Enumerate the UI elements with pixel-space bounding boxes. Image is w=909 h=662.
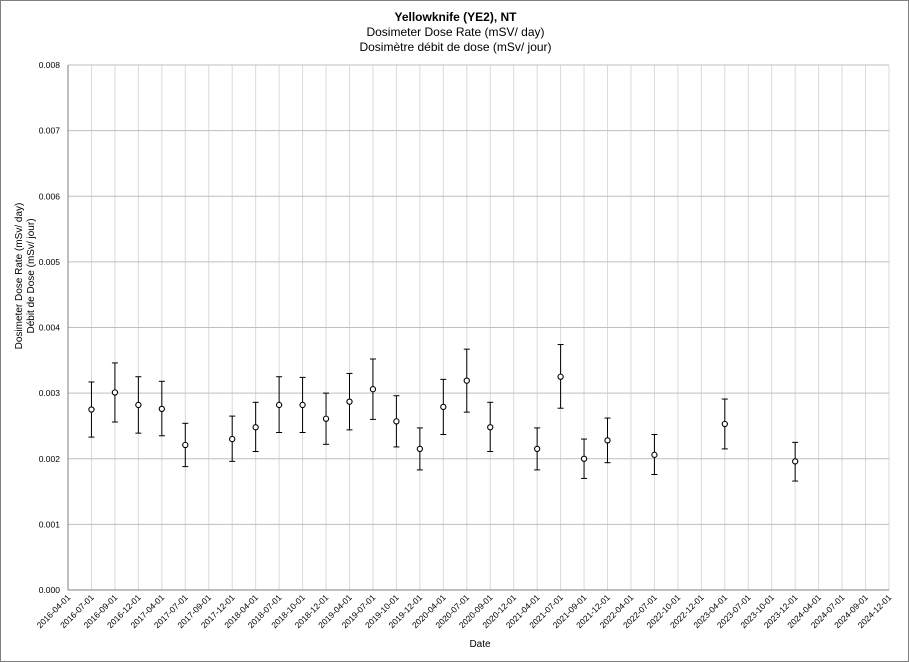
data-point xyxy=(393,418,400,425)
data-point xyxy=(792,458,799,465)
data-point xyxy=(158,405,165,413)
data-point xyxy=(275,401,283,409)
y-tick-label: 0.007 xyxy=(39,126,61,136)
chart-subtitle: Dosimeter Dose Rate (mSV/ day) xyxy=(366,25,545,39)
data-point xyxy=(651,451,658,458)
y-axis-label-fr: Débit de Dose (mSv/ jour) xyxy=(26,218,37,333)
data-point xyxy=(135,401,142,409)
data-point xyxy=(416,445,424,453)
data-point xyxy=(182,441,189,449)
data-point xyxy=(604,437,611,444)
y-tick-label: 0.004 xyxy=(39,323,61,333)
data-point xyxy=(721,420,728,428)
y-tick-label: 0.002 xyxy=(39,454,61,464)
y-tick-label: 0.005 xyxy=(39,257,61,267)
data-point xyxy=(533,445,541,453)
y-tick-label: 0.008 xyxy=(39,60,61,70)
y-axis-label: Dosimeter Dose Rate (mSv/ day) xyxy=(14,203,25,350)
x-axis-label: Date xyxy=(469,639,491,650)
axes xyxy=(67,65,889,591)
data-point xyxy=(463,377,470,384)
y-tick-label: 0.000 xyxy=(39,585,61,595)
data-point xyxy=(88,406,95,413)
data-point xyxy=(299,401,306,409)
data-point xyxy=(580,455,588,462)
data-point xyxy=(252,424,259,431)
x-tick-labels: 2016-04-012016-07-012016-09-012016-12-01… xyxy=(35,592,894,630)
data-point xyxy=(346,398,353,405)
y-tick-label: 0.006 xyxy=(39,191,61,201)
y-tick-label: 0.001 xyxy=(39,519,61,529)
chart-title: Yellowknife (YE2), NT xyxy=(394,10,517,24)
y-gridlines xyxy=(68,64,889,591)
data-point xyxy=(440,403,447,411)
data-point xyxy=(487,424,494,431)
data-point xyxy=(557,373,564,380)
data-point xyxy=(229,435,236,443)
data-point xyxy=(369,386,377,393)
y-tick-labels: 0.000 0.001 0.002 0.003 0.004 0.005 0.006 0.007… xyxy=(39,60,61,595)
data-series xyxy=(88,344,799,482)
y-tick-label: 0.003 xyxy=(39,388,61,398)
data-point xyxy=(111,389,119,396)
chart-subtitle-fr: Dosimètre débit de dose (mSv/ jour) xyxy=(359,40,552,54)
data-point xyxy=(322,415,330,422)
